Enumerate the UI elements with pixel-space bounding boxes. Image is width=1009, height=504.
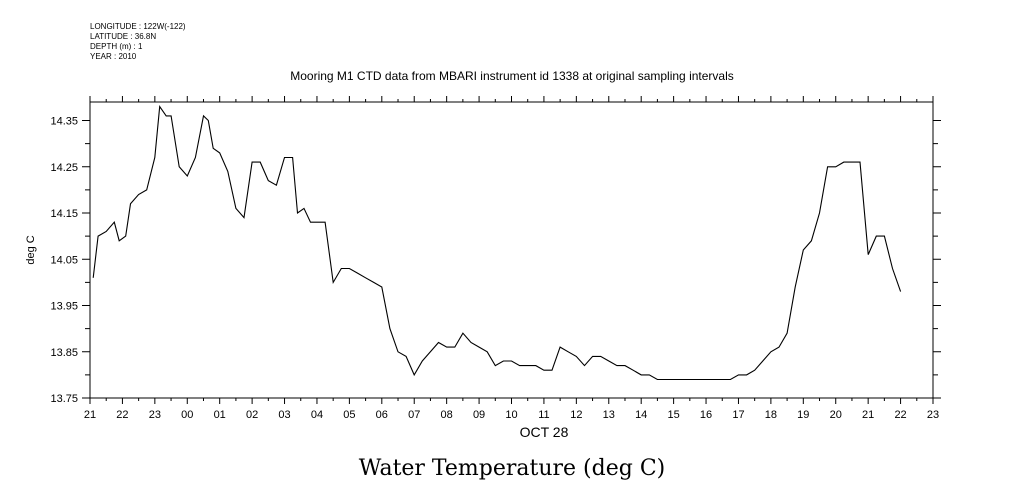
x-tick-label: 09 <box>473 409 485 421</box>
y-tick-label: 13.85 <box>50 347 78 359</box>
x-tick-label: 21 <box>862 409 874 421</box>
chart-title: Mooring M1 CTD data from MBARI instrumen… <box>290 69 734 83</box>
temperature-line <box>92 105 902 381</box>
x-tick-label: 05 <box>343 409 355 421</box>
x-tick-label: 12 <box>570 409 582 421</box>
x-tick-label: 23 <box>927 409 939 421</box>
y-axis-label: deg C <box>25 235 37 264</box>
x-tick-label: 08 <box>441 409 453 421</box>
x-tick-label: 02 <box>246 409 258 421</box>
x-tick-label: 18 <box>765 409 777 421</box>
year-text: YEAR : 2010 <box>90 52 137 61</box>
x-tick-label: 16 <box>700 409 712 421</box>
series-group <box>92 105 902 381</box>
longitude-text: LONGITUDE : 122W(-122) <box>90 22 186 31</box>
axes: 21 22 23 00 01 02 03 04 05 06 07 08 09 10 11 12 13 14 15 16… <box>50 96 941 421</box>
x-tick-label: 06 <box>376 409 388 421</box>
x-tick-label: 20 <box>830 409 842 421</box>
x-tick-label: 14 <box>635 409 647 421</box>
depth-text: DEPTH (m) : 1 <box>90 42 143 51</box>
y-tick-label: 14.35 <box>50 116 78 128</box>
y-tick-label: 13.75 <box>50 393 78 405</box>
x-tick-label: 23 <box>149 409 161 421</box>
chart-subtitle: Water Temperature (deg C) <box>359 456 666 481</box>
x-tick-label: 01 <box>214 409 226 421</box>
x-tick-label: 10 <box>505 409 517 421</box>
x-tick-label: 04 <box>311 409 323 421</box>
x-axis-label: OCT 28 <box>520 424 569 440</box>
metadata-block: LONGITUDE : 122W(-122) LATITUDE : 36.8N … <box>90 22 186 62</box>
x-tick-label: 03 <box>278 409 290 421</box>
x-tick-label: 00 <box>181 409 193 421</box>
y-tick-label: 13.95 <box>50 301 78 313</box>
latitude-text: LATITUDE : 36.8N <box>90 32 157 41</box>
x-tick-label: 19 <box>797 409 809 421</box>
x-tick-label: 22 <box>116 409 128 421</box>
x-tick-label: 22 <box>894 409 906 421</box>
x-tick-label: 11 <box>538 409 549 421</box>
x-tick-label: 21 <box>84 409 96 421</box>
plot-frame <box>89 101 934 399</box>
x-tick-label: 15 <box>667 409 679 421</box>
y-tick-label: 14.05 <box>50 254 78 266</box>
x-tick-label: 07 <box>408 409 420 421</box>
y-tick-label: 14.25 <box>50 162 78 174</box>
y-tick-label: 14.15 <box>50 208 78 220</box>
x-tick-label: 13 <box>603 409 615 421</box>
x-tick-label: 17 <box>732 409 744 421</box>
